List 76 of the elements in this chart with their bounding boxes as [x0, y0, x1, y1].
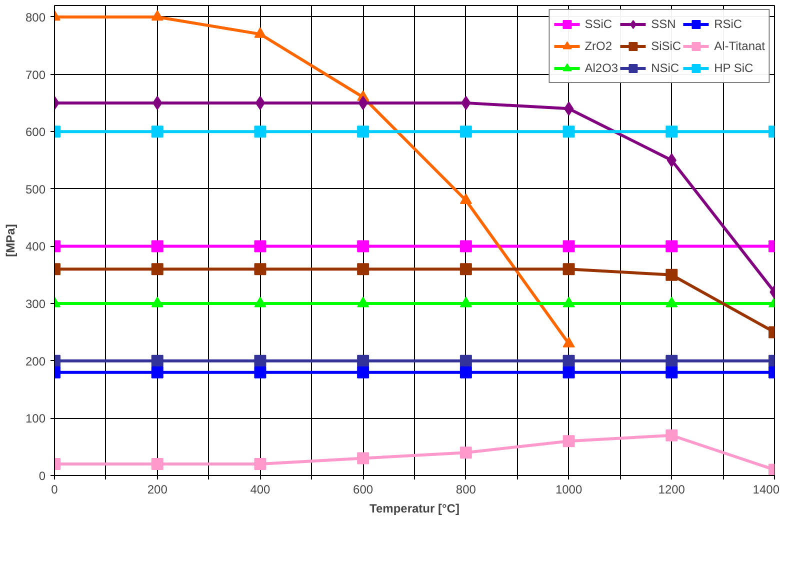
point: [254, 126, 266, 138]
point: [666, 429, 678, 442]
point: [562, 240, 575, 252]
point: [255, 96, 266, 110]
point: [666, 240, 678, 252]
point: [151, 10, 164, 21]
point: [151, 263, 164, 276]
legend-label: NSiC: [651, 61, 680, 75]
point: [357, 263, 370, 276]
point: [254, 263, 266, 276]
point: [357, 452, 370, 464]
y-tick-label: 300: [25, 297, 46, 312]
x-tick-label: 400: [250, 482, 271, 496]
point: [562, 296, 575, 308]
x-axis-title: Temperatur [°C]: [370, 502, 460, 516]
y-tick-label: 0: [38, 469, 46, 483]
legend-label: SiSiC: [651, 39, 682, 53]
legend-label: SSiC: [584, 17, 612, 31]
y-tick-label: 800: [25, 10, 46, 24]
point: [254, 240, 266, 252]
point: [254, 366, 266, 378]
point: [666, 126, 678, 138]
x-tick-label: 1000: [555, 482, 582, 496]
legend-label: Al-Titanat: [714, 39, 765, 53]
legend-label: SSN: [651, 17, 676, 31]
y-tick-label: 600: [25, 125, 46, 140]
point: [666, 268, 678, 281]
point: [151, 296, 164, 308]
point: [151, 354, 164, 367]
legend-label: HP SiC: [714, 61, 754, 75]
point: [357, 366, 370, 378]
legend-label: ZrO2: [584, 39, 612, 53]
point: [562, 336, 575, 348]
point: [562, 126, 575, 138]
point: [666, 296, 678, 308]
point: [666, 366, 678, 378]
y-tick-label: 500: [25, 182, 46, 196]
point: [357, 354, 370, 367]
point: [562, 366, 575, 378]
x-tick-label: 200: [147, 482, 168, 496]
point: [460, 240, 472, 252]
y-tick-label: 400: [25, 240, 46, 254]
x-tick-label: 0: [51, 482, 58, 496]
point: [460, 366, 472, 378]
x-tick-label: 1400: [752, 482, 780, 496]
point: [151, 366, 164, 378]
point: [460, 446, 472, 459]
y-tick-label: 100: [25, 412, 46, 426]
point: [460, 354, 472, 367]
point: [357, 126, 370, 138]
point: [254, 458, 266, 470]
x-tick-label: 600: [353, 482, 374, 496]
point: [460, 194, 472, 204]
point: [460, 296, 472, 308]
y-axis-title: [MPa]: [3, 224, 18, 257]
point: [460, 263, 472, 276]
point: [562, 435, 575, 448]
legend-label: Al2O3: [584, 61, 618, 75]
point: [151, 126, 164, 138]
point: [666, 354, 678, 367]
point: [562, 354, 575, 367]
x-tick-label: 1200: [658, 482, 686, 496]
point: [357, 296, 370, 308]
legend-label: RSiC: [714, 17, 742, 31]
point: [254, 296, 266, 308]
y-tick-label: 200: [25, 354, 46, 368]
point: [562, 263, 575, 276]
point: [254, 354, 266, 367]
point: [564, 102, 574, 116]
point: [254, 27, 266, 38]
point: [357, 240, 370, 252]
y-tick-label: 700: [25, 68, 46, 82]
point: [151, 240, 164, 252]
point: [460, 126, 472, 138]
x-tick-label: 800: [456, 482, 476, 496]
point: [151, 458, 164, 470]
